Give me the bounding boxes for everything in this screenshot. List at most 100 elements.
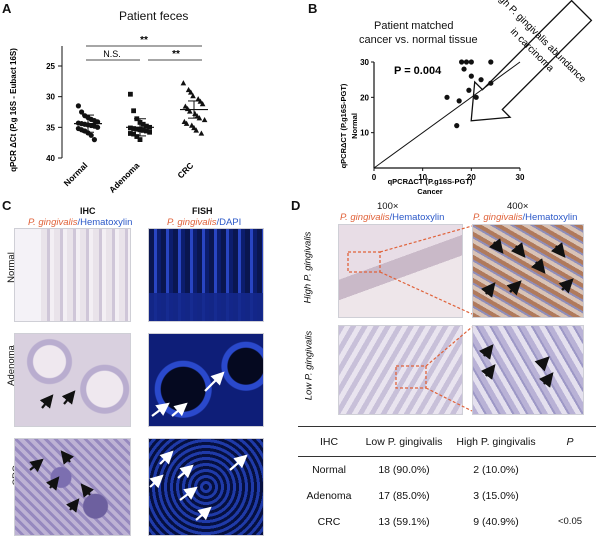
high-400x-arrow-5 xyxy=(480,282,496,298)
fish-crc-arrow-1 xyxy=(159,450,174,465)
high-400x-arrow-7 xyxy=(558,278,574,294)
panel-a-point-normal xyxy=(75,103,81,109)
fish-crc-arrow-6 xyxy=(149,474,164,489)
panel-d-col2-sub: P. gingivalis/Hematoxylin xyxy=(473,212,577,223)
abundance-arrow: High P. gingivalis abundance xyxy=(470,0,593,122)
panel-a-point-crc xyxy=(195,96,201,102)
ihc-crc-arrow-3 xyxy=(45,476,60,491)
panel-b-point xyxy=(468,59,474,65)
fish-adenoma-arrow-2 xyxy=(151,402,170,417)
panel-a-dot-plot: qPCR ΔCt (P.g 16S - Eubact 16S) 25 30 35 40… xyxy=(9,35,208,195)
low-400x-arrow-1 xyxy=(478,344,494,360)
panel-d-col1-sub-a: P. gingivalis xyxy=(340,212,390,223)
panel-b-point xyxy=(488,80,494,86)
high-400x-arrow-4 xyxy=(530,258,546,274)
panel-c-col1-sub: P. gingivalis/Hematoxylin xyxy=(28,217,132,228)
panel-c-col1-sub-a: P. gingivalis xyxy=(28,217,78,228)
panel-d-col1-title: 100× xyxy=(377,201,399,212)
ihc-crc-arrow-1 xyxy=(29,458,44,473)
panel-letter-a: A xyxy=(2,1,12,16)
panel-b-point xyxy=(461,66,467,72)
panel-b-point xyxy=(454,123,460,129)
panel-a-point-crc xyxy=(180,80,187,86)
panel-c-col1-title: IHC xyxy=(80,206,96,216)
zoom-line-high-bottom xyxy=(379,271,473,315)
panel-b-xtick-label: 20 xyxy=(467,173,476,182)
panel-d-col2-sub-a: P. gingivalis xyxy=(473,212,523,223)
zoom-line-low-bottom xyxy=(425,387,473,412)
panel-a-point-adenoma xyxy=(131,126,136,131)
panel-b-point xyxy=(466,87,472,93)
panel-b-identity-line xyxy=(373,61,521,169)
fish-crc-arrow-2 xyxy=(177,464,194,479)
panel-c-arrows xyxy=(29,371,248,521)
panel-d-col2-title: 400× xyxy=(507,201,529,212)
ihc-crc-arrow-2 xyxy=(60,450,75,465)
table-row: Normal 18 (90.0%) 2 (10.0%) xyxy=(298,457,596,483)
fish-crc-arrow-5 xyxy=(195,506,212,521)
high-400x-arrow-3 xyxy=(550,242,566,258)
table-row: Adenoma 17 (85.0%) 3 (15.0%) xyxy=(298,483,596,509)
low-400x-arrow-4 xyxy=(538,372,554,388)
zoom-box-low xyxy=(395,365,427,389)
table-cell: 2 (10.0%) xyxy=(473,463,519,476)
panel-a-sig-ns: N.S. xyxy=(103,49,121,59)
low-400x-arrow-3 xyxy=(534,356,550,372)
zoom-line-high-top xyxy=(379,225,473,253)
panel-a-ytick-label: 40 xyxy=(46,154,55,163)
panel-a-point-crc xyxy=(198,130,205,136)
low-400x-arrow-2 xyxy=(480,364,496,380)
ihc-table-header: IHC xyxy=(319,435,339,448)
panel-b-ylabel-2: Normal xyxy=(350,113,359,139)
panel-a-point-crc xyxy=(193,127,199,133)
panel-c-col2-sub-a: P. gingivalis xyxy=(167,217,217,228)
panel-a-point-crc xyxy=(189,122,195,128)
panel-a-point-crc xyxy=(197,98,204,104)
panel-a-point-crc xyxy=(201,116,208,123)
table-cell xyxy=(544,483,596,509)
panel-a-point-adenoma xyxy=(137,137,143,142)
panel-a-point-crc xyxy=(185,86,192,93)
panel-a-sig-1: ** xyxy=(140,35,148,46)
ihc-high-100x-image xyxy=(338,224,463,318)
panel-a-point-normal xyxy=(95,124,101,130)
panel-a-point-crc xyxy=(190,93,196,99)
ihc-table-header-row: IHC Low P. gingivalis High P. gingivalis… xyxy=(298,426,596,457)
panel-letter-d: D xyxy=(291,198,301,213)
panel-a-ytick-label: 30 xyxy=(46,93,55,102)
panel-a-point-crc xyxy=(183,120,190,126)
panel-c-col2-sub-b: /DAPI xyxy=(216,217,242,228)
zoom-line-low-top xyxy=(425,326,473,367)
fish-crc-arrow-4 xyxy=(179,486,198,501)
panel-a-point-normal xyxy=(88,132,94,138)
panel-d-col1-sub-b: /Hematoxylin xyxy=(389,212,445,223)
panel-b-ytick-label: 30 xyxy=(360,58,369,67)
table-cell: 17 (85.0%) xyxy=(378,489,430,502)
panel-b-point xyxy=(456,98,462,104)
ihc-crc-arrow-5 xyxy=(65,498,80,513)
high-400x-arrow-6 xyxy=(506,280,522,296)
panel-d-col2-sub-b: /Hematoxylin xyxy=(522,212,578,223)
panel-a-point-normal xyxy=(91,137,97,143)
panel-b-ytick-label: 10 xyxy=(360,129,369,138)
panel-a-point-adenoma xyxy=(128,131,133,136)
panel-c-col2-sub: P. gingivalis/DAPI xyxy=(167,217,241,228)
ihc-table-header: P xyxy=(566,435,574,448)
ihc-table-header: Low P. gingivalis xyxy=(365,435,443,448)
panel-b-xtick-label: 10 xyxy=(418,173,427,182)
panel-a-point-adenoma xyxy=(134,126,140,132)
table-cell: 13 (59.1%) xyxy=(378,515,430,528)
panel-b-pvalue: P = 0.004 xyxy=(394,65,442,77)
panel-b-scatter: High P. gingivalis abundance High P. gin… xyxy=(339,0,593,196)
panel-a-point-crc xyxy=(191,124,197,131)
panel-d-col1-sub: P. gingivalis/Hematoxylin xyxy=(340,212,444,223)
table-cell: 18 (90.0%) xyxy=(378,463,430,476)
ihc-table: IHC Low P. gingivalis High P. gingivalis… xyxy=(298,426,596,535)
panel-b-ytick-label: 20 xyxy=(360,93,369,102)
table-cell: 9 (40.9%) xyxy=(473,515,519,528)
panel-letter-c: C xyxy=(2,198,12,213)
fish-adenoma-arrow-3 xyxy=(171,402,188,417)
fish-adenoma-arrow-1 xyxy=(204,371,225,392)
panel-b-xtick-label: 30 xyxy=(516,173,525,182)
